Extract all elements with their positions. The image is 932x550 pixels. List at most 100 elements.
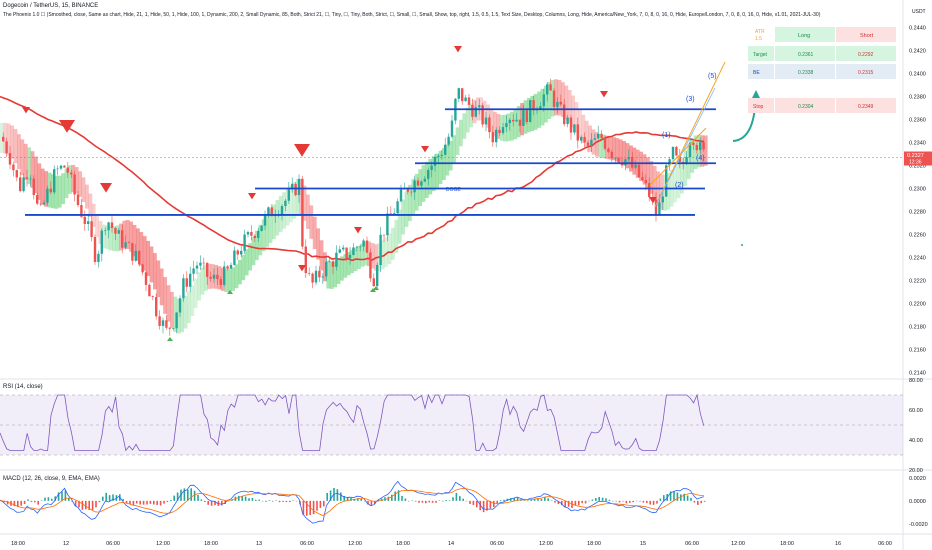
macd-histogram-bar — [312, 500, 315, 515]
buy-signal-icon — [167, 337, 173, 341]
ribbon-segment — [255, 230, 259, 261]
macd-histogram-bar — [85, 500, 87, 510]
short-header: Short — [860, 33, 874, 39]
rsi-legend[interactable]: RSI (14, close) — [3, 384, 43, 390]
macd-histogram-bar — [496, 500, 498, 504]
table-long-value: 0.2338 — [798, 70, 814, 76]
ribbon-segment — [61, 173, 65, 205]
candle-body — [586, 142, 590, 146]
candle-body — [199, 262, 202, 266]
ribbon-segment — [105, 225, 110, 250]
candle-body — [525, 110, 528, 123]
long-header-cell — [775, 27, 835, 42]
candle-body — [325, 261, 328, 277]
ribbon-segment — [248, 243, 252, 271]
ribbon-segment — [241, 254, 246, 281]
macd-histogram-bar — [268, 500, 271, 501]
macd-histogram-bar — [578, 500, 580, 506]
macd-histogram-bar — [683, 493, 685, 501]
macd-legend[interactable]: MACD (12, 26, close, 9, EMA, EMA) — [3, 476, 100, 482]
macd-histogram-bar — [156, 500, 158, 505]
table-short-cell — [836, 98, 896, 113]
candle-body — [270, 207, 273, 217]
ribbon-segment — [554, 79, 558, 116]
candle-body — [90, 221, 93, 238]
ribbon-segment — [146, 240, 150, 277]
candle-body — [182, 278, 185, 299]
sell-signal-icon — [298, 265, 306, 272]
table-row-label: Target — [753, 52, 768, 58]
ribbon-segment — [112, 226, 116, 252]
table-long-value: 0.2304 — [798, 104, 814, 110]
macd-histogram-bar — [265, 500, 267, 502]
ribbon-segment — [588, 125, 592, 152]
wave-label: (5) — [708, 73, 717, 80]
ribbon-segment — [363, 241, 368, 266]
table-short-cell — [836, 46, 896, 61]
macd-histogram-bar — [530, 499, 532, 501]
candle-body — [430, 165, 433, 171]
candle-body — [467, 97, 471, 105]
ribbon-segment — [173, 296, 178, 332]
candle-body — [73, 174, 76, 195]
candle-body — [440, 154, 443, 156]
candle-body — [83, 216, 86, 224]
ribbon-segment — [581, 114, 586, 144]
candle-body — [501, 127, 505, 134]
ribbon-segment — [302, 185, 307, 221]
ribbon-segment — [533, 93, 538, 130]
table-long-cell — [775, 64, 835, 79]
macd-histogram-bar — [469, 500, 471, 504]
macd-histogram-bar — [241, 495, 243, 501]
currency-label: USDT — [912, 9, 926, 15]
ribbon-segment — [37, 163, 42, 200]
candle-body — [318, 270, 321, 278]
ribbon-segment — [680, 157, 684, 194]
wave-label: (2) — [675, 182, 684, 189]
ribbon-segment — [394, 219, 399, 253]
candle-body — [80, 205, 83, 217]
ribbon-segment — [295, 179, 300, 216]
ribbon-segment — [343, 254, 348, 278]
macd-histogram-bar — [588, 500, 590, 502]
time-tick-label: 06:00 — [106, 541, 120, 547]
macd-histogram-bar — [261, 500, 264, 502]
sell-signal-icon — [649, 197, 657, 204]
macd-histogram-bar — [513, 497, 515, 501]
candle-body — [542, 94, 545, 107]
time-tick-label: 06:00 — [490, 541, 504, 547]
sell-signal-icon — [421, 146, 429, 153]
candle-body — [70, 172, 73, 175]
candle-body — [15, 170, 18, 178]
candle-body — [49, 188, 52, 193]
macd-histogram-bar — [248, 498, 250, 501]
candle-body — [505, 123, 508, 128]
macd-histogram-bar — [615, 500, 617, 502]
macd-histogram-bar — [13, 500, 16, 507]
wave-label: (3) — [686, 96, 695, 103]
macd-histogram-bar — [278, 500, 281, 503]
ribbon-segment — [68, 165, 72, 194]
rsi-tick-label: 40.00 — [909, 438, 923, 444]
ribbon-segment — [639, 151, 643, 181]
time-tick-label: 15 — [640, 541, 646, 547]
candle-body — [369, 252, 372, 279]
candle-body — [46, 188, 49, 203]
macd-histogram-bar — [391, 494, 393, 501]
candle-body — [488, 117, 491, 133]
macd-histogram-bar — [95, 500, 97, 508]
candle-body — [253, 235, 256, 238]
macd-histogram-bar — [669, 491, 672, 501]
indicator-legend[interactable]: The Phoenix 1.0 ☐ (Smoothed, close, Same… — [3, 12, 821, 18]
time-tick-label: 06:00 — [685, 541, 699, 547]
candle-body — [607, 148, 610, 152]
macd-histogram-bar — [295, 500, 298, 502]
ribbon-segment — [234, 264, 239, 289]
candle-body — [229, 264, 233, 269]
candle-body — [423, 178, 426, 182]
sell-signal-icon — [294, 144, 310, 157]
candle-body — [100, 230, 103, 254]
candle-body — [131, 243, 134, 261]
macd-histogram-bar — [74, 500, 77, 507]
